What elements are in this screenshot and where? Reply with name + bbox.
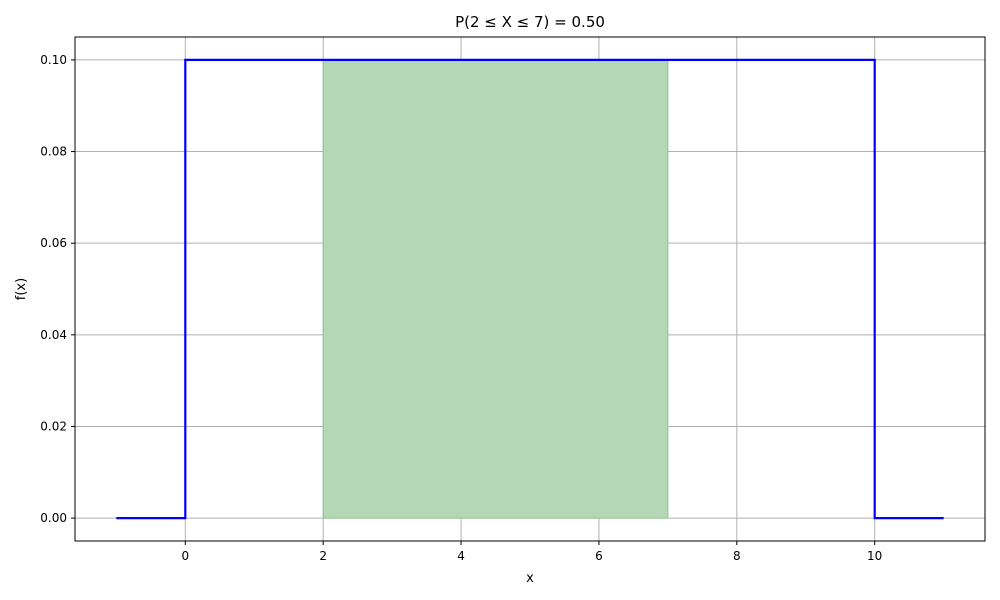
- x-tick-label-0: 0: [181, 549, 189, 563]
- y-tick-label-1: 0.02: [40, 419, 67, 433]
- y-tick-label-5: 0.10: [40, 53, 67, 67]
- x-axis-label: x: [526, 571, 534, 586]
- x-tick-label-5: 10: [867, 549, 882, 563]
- plot-frame: [74, 36, 986, 542]
- y-tick-label-2: 0.04: [40, 328, 67, 342]
- y-tick-label-3: 0.06: [40, 236, 67, 250]
- chart-title: P(2 ≤ X ≤ 7) = 0.50: [455, 13, 605, 31]
- pdf-line-0: [116, 58, 944, 520]
- shaded-probability-region: [322, 59, 669, 519]
- y-axis-ticks: 0.00 0.02 0.04 0.06 0.08 0.10: [40, 53, 75, 525]
- y-tick-label-0: 0.00: [40, 511, 67, 525]
- x-tick-label-1: 2: [319, 549, 327, 563]
- y-tick-label-4: 0.08: [40, 145, 67, 159]
- x-tick-label-2: 4: [457, 549, 465, 563]
- x-tick-label-4: 8: [733, 549, 741, 563]
- y-axis-label: f(x): [14, 278, 29, 300]
- series-layer: [116, 58, 944, 520]
- x-tick-label-3: 6: [595, 549, 603, 563]
- shaded-region-layer: [322, 59, 669, 519]
- x-axis-ticks: 0 2 4 6 8 10: [181, 541, 882, 563]
